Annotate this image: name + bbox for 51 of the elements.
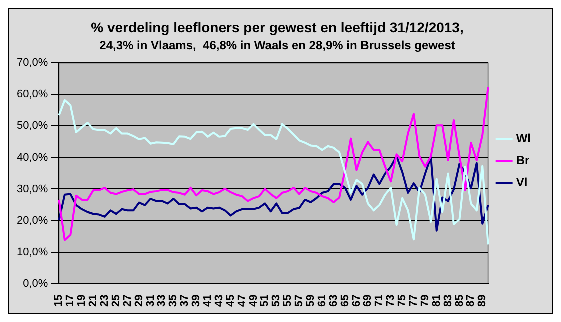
x-tick-label: 67 xyxy=(350,294,363,308)
legend-label: Br xyxy=(516,153,530,168)
x-tick-label: 21 xyxy=(88,294,100,308)
x-tick-label: 45 xyxy=(224,294,237,308)
x-tick-label: 59 xyxy=(304,294,317,308)
x-tick-label: 15 xyxy=(53,294,66,308)
x-tick-label: 89 xyxy=(476,294,489,308)
x-tick-label: 85 xyxy=(454,294,466,308)
x-tick-label: 51 xyxy=(259,294,272,308)
x-tick-label: 19 xyxy=(76,294,88,308)
y-tick-label: 60,0% xyxy=(16,88,48,101)
y-tick-label: 50,0% xyxy=(16,120,48,132)
x-tick-label: 49 xyxy=(248,294,260,308)
y-tick-label: 40,0% xyxy=(16,152,48,164)
x-tick-label: 17 xyxy=(64,294,77,308)
chart-title: % verdeling leefloners per gewest en leeftijd 31/12/2013, xyxy=(91,19,464,36)
x-tick-label: 37 xyxy=(179,294,192,308)
x-tick-label: 63 xyxy=(328,294,340,308)
x-tick-label: 75 xyxy=(396,294,409,308)
y-tick-label: 10,0% xyxy=(16,246,48,258)
x-tick-label: 69 xyxy=(362,294,374,308)
x-tick-label: 31 xyxy=(144,294,157,308)
x-tick-label: 71 xyxy=(374,294,386,308)
x-tick-label: 33 xyxy=(156,294,168,308)
x-tick-label: 41 xyxy=(202,294,214,308)
legend-label: Wl xyxy=(516,131,532,146)
x-tick-label: 81 xyxy=(430,294,443,308)
x-tick-label: 47 xyxy=(236,294,248,308)
x-tick-label: 27 xyxy=(122,294,134,308)
x-tick-label: 35 xyxy=(168,294,180,308)
y-tick-label: 0,0% xyxy=(23,278,48,290)
x-tick-label: 79 xyxy=(419,294,432,308)
y-tick-label: 20,0% xyxy=(16,214,48,227)
x-tick-label: 73 xyxy=(385,294,398,308)
x-tick-label: 43 xyxy=(213,294,226,308)
x-tick-label: 87 xyxy=(465,294,478,308)
x-tick-label: 55 xyxy=(282,294,294,308)
y-tick-label: 70,0% xyxy=(16,57,48,70)
x-tick-label: 29 xyxy=(133,294,146,308)
chart-subtitle: 24,3% in Vlaams, 46,8% in Waals en 28,9% in Brussels gewest xyxy=(100,38,456,52)
legend-label: Vl xyxy=(516,175,528,190)
x-tick-label: 39 xyxy=(190,294,203,308)
x-tick-label: 77 xyxy=(408,294,420,308)
x-tick-label: 25 xyxy=(110,294,122,308)
x-tick-label: 83 xyxy=(442,294,454,308)
x-tick-label: 23 xyxy=(98,294,111,308)
y-tick-label: 30,0% xyxy=(16,183,48,196)
x-tick-label: 65 xyxy=(339,294,352,308)
x-tick-label: 61 xyxy=(316,294,328,308)
x-tick-label: 57 xyxy=(294,294,306,308)
x-tick-label: 53 xyxy=(270,294,283,308)
